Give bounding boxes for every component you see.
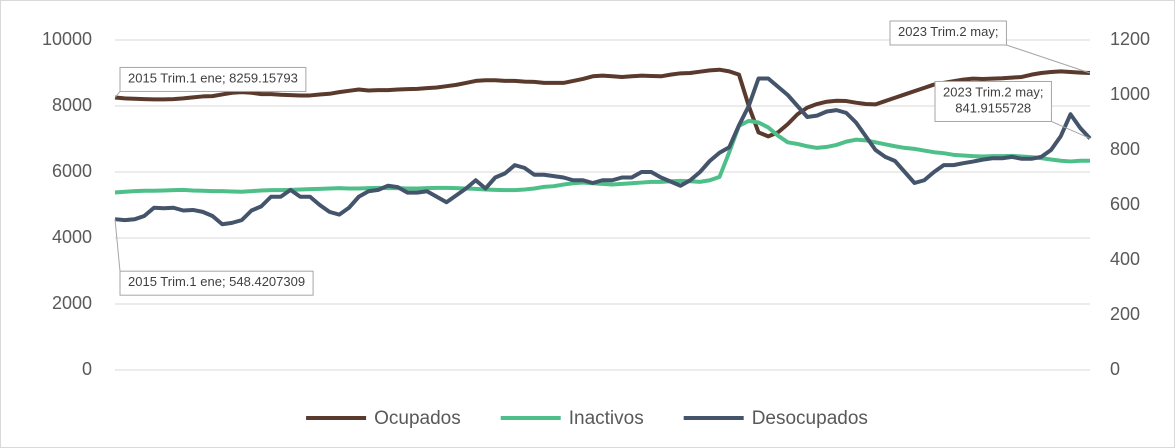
annotation-box (934, 80, 1052, 122)
legend-label: Desocupados (752, 408, 868, 429)
y2-tick-label: 1200 (1110, 29, 1150, 49)
annotation-box (889, 20, 1007, 46)
annotation-line: 841.9155728 (955, 101, 1031, 116)
y-tick-label: 2000 (52, 293, 92, 313)
annotation: 2015 Trim.1 ene; 8259.15793 (114, 66, 307, 98)
series-line (114, 118, 1090, 195)
y-tick-label: 6000 (52, 161, 92, 181)
legend-label: Inactivos (569, 408, 644, 429)
y2-tick-label: 800 (1110, 139, 1140, 159)
annotation-line: 2015 Trim.1 ene; 548.4207309 (128, 275, 305, 290)
annotation-line: 2023 Trim.2 may; (898, 24, 998, 39)
y2-tick-label: 400 (1110, 249, 1140, 269)
y-tick-label: 0 (82, 359, 92, 379)
legend-label: Ocupados (374, 408, 461, 429)
annotation-leader (114, 91, 121, 98)
y-tick-label: 4000 (52, 227, 92, 247)
series-line (114, 67, 1091, 139)
annotation-box (119, 270, 314, 296)
annotation: 2023 Trim.2 may; (889, 20, 1091, 74)
annotation-leader (1006, 44, 1091, 74)
annotation-leader (114, 219, 121, 272)
annotation-line: 2015 Trim.1 ene; 8259.15793 (128, 71, 298, 86)
y-tick-label: 10000 (42, 29, 92, 49)
legend: Ocupados Inactivos Desocupados (306, 408, 868, 429)
y2-tick-label: 600 (1110, 194, 1140, 214)
annotation-text: 2023 Trim.2 may; 841.9155728 (943, 85, 1043, 116)
annotation-line: 2023 Trim.2 may; (943, 85, 1043, 100)
y-tick-label: 8000 (52, 95, 92, 115)
annotation-text: 2015 Trim.1 ene; 548.4207309 (128, 275, 305, 290)
y2-tick-label: 200 (1110, 304, 1140, 324)
series-line (114, 76, 1092, 227)
annotation: 2015 Trim.1 ene; 548.4207309 (114, 219, 314, 296)
annotation: 2023 Trim.2 may; 841.9155728 (934, 80, 1091, 139)
annotation-text: 2015 Trim.1 ene; 8259.15793 (128, 71, 298, 86)
annotation-leader (1051, 121, 1091, 139)
annotation-box (119, 66, 307, 92)
annotation-text: 2023 Trim.2 may; (898, 24, 998, 39)
y2-tick-label: 0 (1110, 359, 1120, 379)
y2-tick-label: 1000 (1110, 84, 1150, 104)
